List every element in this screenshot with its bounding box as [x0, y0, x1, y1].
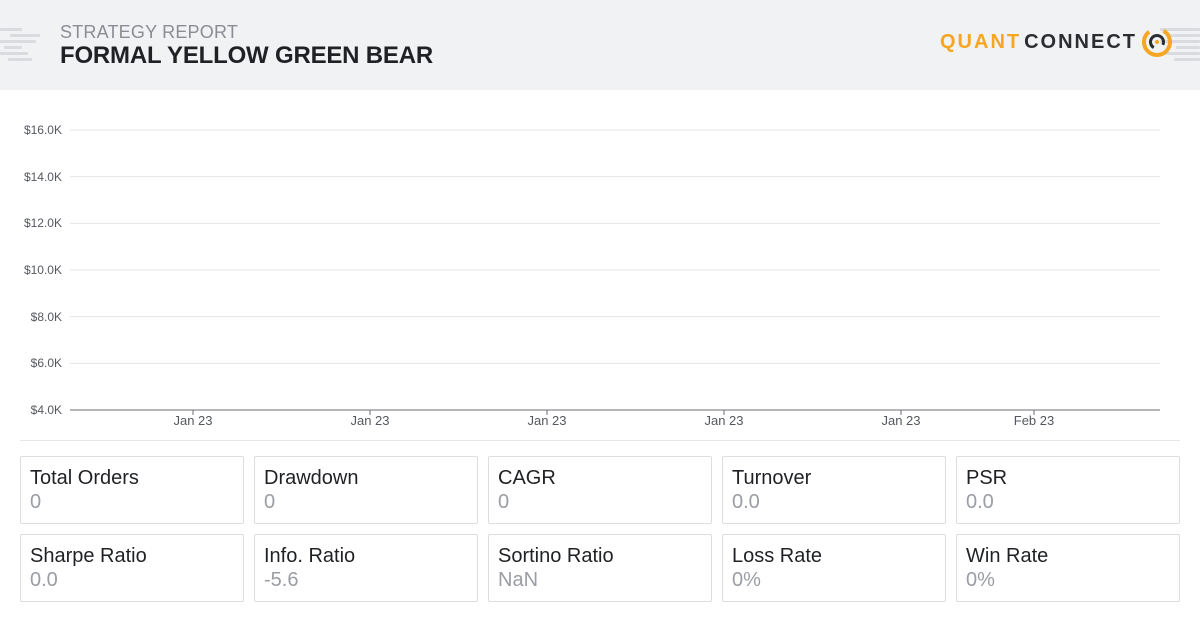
strategy-name: FORMAL YELLOW GREEN BEAR	[60, 42, 433, 69]
logo-text-connect: CONNECT	[1024, 30, 1137, 53]
stat-card-sortino-ratio: Sortino Ratio NaN	[488, 534, 712, 602]
y-tick-label: $8.0K	[30, 309, 62, 324]
y-tick-label: $10.0K	[23, 263, 62, 277]
report-header: STRATEGY REPORT FORMAL YELLOW GREEN BEAR…	[0, 0, 1200, 90]
stat-value: 0%	[966, 569, 995, 591]
y-tick-label: $12.0K	[23, 216, 62, 231]
stat-value: 0	[30, 491, 42, 513]
stat-value: 0%	[732, 569, 761, 591]
stat-value: NaN	[498, 569, 539, 591]
stat-label: PSR	[966, 467, 1008, 489]
logo-text-quant: QUANT	[940, 30, 1022, 53]
x-tick-label: Feb 23	[1013, 413, 1055, 428]
stat-label: Total Orders	[30, 467, 139, 489]
stat-card-info-ratio: Info. Ratio -5.6	[254, 534, 478, 602]
stat-value: 0.0	[966, 491, 994, 513]
stat-value: 0.0	[732, 491, 760, 513]
quantconnect-logo[interactable]: QUANT CONNECT	[940, 24, 1174, 60]
equity-chart-plot	[70, 129, 1160, 415]
stat-value: 0	[264, 491, 276, 513]
x-tick-label: Jan 23	[527, 413, 567, 428]
statistics-grid: Total Orders 0 Drawdown 0 CAGR 0 Turnover 0.0 PS…	[20, 456, 1180, 602]
stat-value: 0.0	[30, 569, 58, 591]
report-type-label: STRATEGY REPORT	[60, 22, 239, 42]
stat-label: Loss Rate	[732, 545, 823, 567]
stat-label: Win Rate	[966, 545, 1049, 567]
equity-chart: $16.0K $14.0K $12.0K $10.0K $8.0K $6.0K $4.0K …	[0, 110, 1200, 440]
y-tick-label: $4.0K	[30, 403, 62, 417]
quantconnect-ring-icon	[1142, 27, 1172, 57]
x-tick-label: Jan 23	[704, 413, 744, 428]
stat-label: Sortino Ratio	[498, 545, 614, 567]
stat-label: Sharpe Ratio	[30, 545, 147, 567]
stat-label: Turnover	[732, 467, 812, 489]
x-tick-label: Jan 23	[173, 413, 213, 428]
stat-card-turnover: Turnover 0.0	[722, 456, 946, 524]
stat-card-win-rate: Win Rate 0%	[956, 534, 1180, 602]
x-tick-label: Jan 23	[881, 413, 921, 428]
stat-label: Drawdown	[264, 467, 359, 489]
y-tick-label: $16.0K	[23, 123, 62, 137]
y-tick-label: $14.0K	[23, 169, 62, 184]
x-tick-label: Jan 23	[350, 413, 390, 428]
stat-card-psr: PSR 0.0	[956, 456, 1180, 524]
stat-label: CAGR	[498, 467, 556, 489]
stat-value: 0	[498, 491, 510, 513]
section-divider	[20, 440, 1180, 441]
stat-card-sharpe-ratio: Sharpe Ratio 0.0	[20, 534, 244, 602]
stat-card-drawdown: Drawdown 0	[254, 456, 478, 524]
y-tick-label: $6.0K	[30, 356, 62, 371]
stat-label: Info. Ratio	[264, 545, 356, 567]
stat-value: -5.6	[264, 569, 299, 591]
stat-card-loss-rate: Loss Rate 0%	[722, 534, 946, 602]
stat-card-cagr: CAGR 0	[488, 456, 712, 524]
stat-card-total-orders: Total Orders 0	[20, 456, 244, 524]
